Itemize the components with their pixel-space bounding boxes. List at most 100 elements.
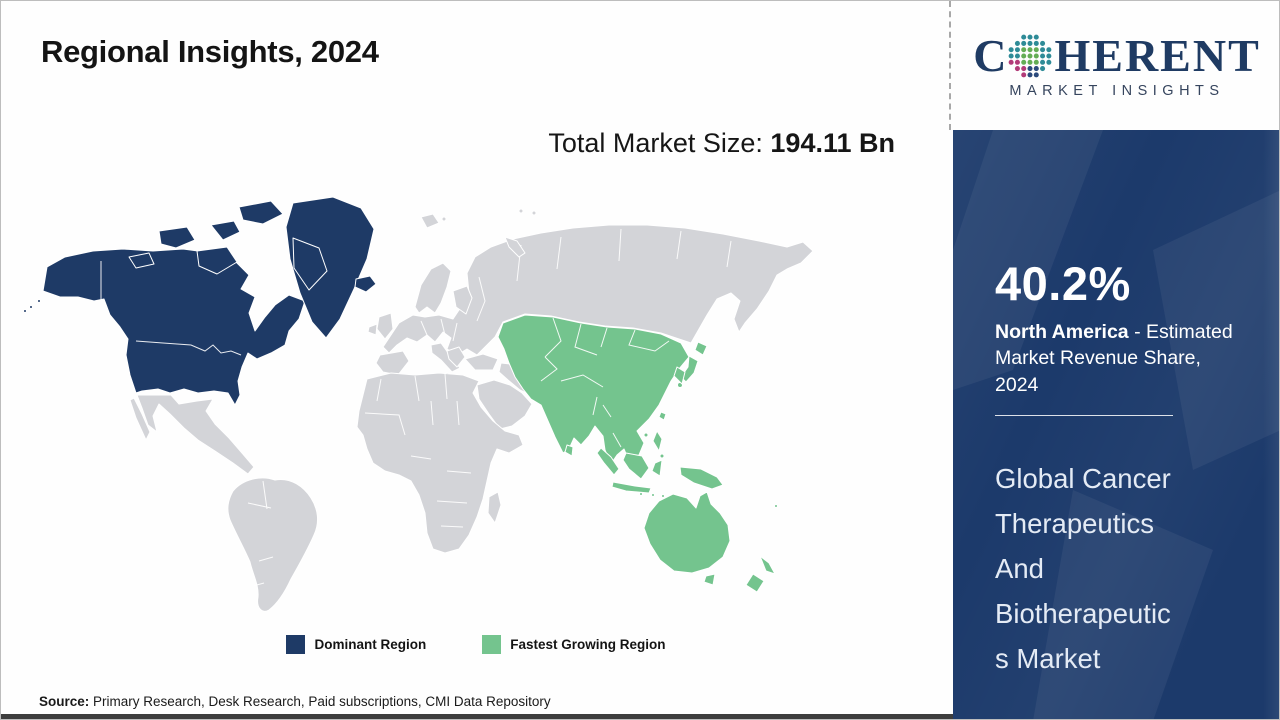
map-sri-lanka (564, 444, 574, 457)
map-madagascar (487, 491, 502, 524)
map-borders-south-america (247, 480, 274, 587)
coherent-globe-icon (1009, 34, 1052, 77)
world-map (23, 196, 814, 612)
map-new-zealand-north (759, 555, 776, 575)
map-south-america (227, 477, 319, 612)
map-borders-russia (420, 228, 732, 342)
map-japan (680, 355, 699, 383)
map-aleutian-2 (29, 305, 33, 309)
share-desc-line-3: 2024 (995, 373, 1039, 396)
map-arctic-island-3 (531, 210, 537, 216)
map-arctic-archipelago-2 (292, 237, 328, 291)
map-united-kingdom (376, 312, 394, 340)
map-borneo (622, 452, 650, 480)
map-new-zealand-south (745, 573, 765, 593)
map-arctic-archipelago-6 (128, 252, 155, 269)
map-mexico-central-america (136, 394, 255, 475)
total-market-size-value: 194.11 Bn (770, 128, 895, 158)
map-philippines (652, 430, 663, 452)
fastest-growing-region-label: Fastest Growing Region (510, 637, 666, 652)
map-java (611, 481, 652, 494)
map-arctic-island-2 (518, 208, 524, 214)
bottom-border-bar (1, 714, 1279, 719)
map-scandinavia (414, 262, 452, 314)
map-novaya-zemlya (504, 236, 526, 258)
map-arabia (476, 379, 533, 430)
report-title-line-1: Global Cancer (995, 462, 1171, 494)
market-share-value: 40.2% (995, 257, 1131, 310)
map-borders-africa (364, 373, 472, 528)
map-new-guinea (679, 466, 724, 490)
report-title: Global Cancer Therapeutics And Biotherap… (995, 456, 1279, 681)
map-balkans-greece (446, 346, 466, 368)
share-desc-line-1: North America - Estimated (995, 319, 1279, 345)
report-title-line-4: Biotherapeutic (995, 598, 1171, 630)
map-sumatra (596, 447, 620, 476)
legend-item-dominant: Dominant Region (286, 635, 426, 654)
map-hokkaido (694, 341, 708, 356)
map-sulawesi (651, 459, 663, 477)
map-mindanao (659, 453, 665, 459)
map-arctic-archipelago-5 (210, 220, 241, 241)
report-title-line-5: s Market (995, 643, 1101, 675)
map-legend: Dominant Region Fastest Growing Region (1, 635, 951, 654)
map-arctic-island-1 (441, 216, 447, 222)
map-arctic-archipelago-3 (196, 246, 238, 275)
map-iceland (354, 275, 377, 293)
map-tasmania (703, 573, 716, 586)
map-turkey (464, 353, 499, 371)
map-finland (452, 285, 473, 315)
map-border-us-canada (100, 261, 242, 356)
share-desc-line-1-rest: - Estimated (1128, 321, 1233, 343)
share-region-name: North America (995, 321, 1129, 343)
map-sunda-3 (661, 494, 665, 498)
map-australia (643, 491, 731, 574)
source-text: Primary Research, Desk Research, Paid su… (89, 694, 551, 709)
total-market-size-label: Total Market Size: (548, 128, 771, 158)
total-market-size: Total Market Size: 194.11 Bn (401, 128, 895, 159)
map-italy (430, 342, 461, 373)
logo-letters-herent: HERENT (1054, 29, 1261, 81)
map-pacific-island (774, 504, 778, 508)
map-baja-california (129, 397, 151, 441)
map-aleutian-1 (37, 299, 41, 303)
map-sunda-2 (651, 493, 655, 497)
map-taiwan (658, 411, 667, 421)
coherent-market-insights-logo: C HERENT MARKET INSIGHTS (953, 1, 1279, 130)
map-sunda-1 (639, 492, 643, 496)
sidebar-divider-rule (995, 414, 1173, 416)
map-hainan (643, 432, 649, 438)
page-title: Regional Insights, 2024 (41, 34, 379, 69)
map-svalbard (420, 213, 440, 229)
dashed-divider (949, 1, 951, 130)
map-greenland (285, 196, 375, 339)
dominant-region-label: Dominant Region (314, 637, 427, 652)
map-region-north-america (23, 196, 377, 406)
market-share-description: North America - Estimated Market Revenue… (995, 319, 1279, 398)
map-korea (673, 366, 686, 385)
logo-letter-c: C (973, 29, 1007, 81)
map-arctic-archipelago-1 (238, 200, 284, 225)
source-label: Source: (39, 694, 90, 709)
logo-wordmark: C HERENT (973, 29, 1261, 81)
map-borders-asia (540, 317, 670, 448)
fastest-growing-region-swatch (482, 635, 502, 654)
dominant-region-swatch (286, 635, 306, 654)
highlight-sidebar: 40.2% North America - Estimated Market R… (953, 130, 1279, 719)
map-gray-landmasses (129, 208, 814, 612)
map-iberia (375, 350, 410, 376)
share-desc-line-2: Market Revenue Share, (995, 347, 1201, 370)
map-na-mainland (42, 248, 306, 406)
report-title-line-2: Therapeutics (995, 508, 1154, 540)
map-europe-russia (382, 224, 814, 356)
report-title-line-3: And (995, 553, 1044, 585)
legend-item-fastest-growing: Fastest Growing Region (482, 635, 666, 654)
map-region-asia-pacific (497, 314, 778, 593)
map-aleutian-3 (23, 309, 27, 313)
map-africa (356, 372, 524, 554)
map-ireland (367, 323, 378, 336)
map-arctic-archipelago-4 (158, 226, 196, 249)
logo-subtitle: MARKET INSIGHTS (1009, 82, 1225, 99)
source-line: Source: Primary Research, Desk Research,… (39, 694, 551, 709)
